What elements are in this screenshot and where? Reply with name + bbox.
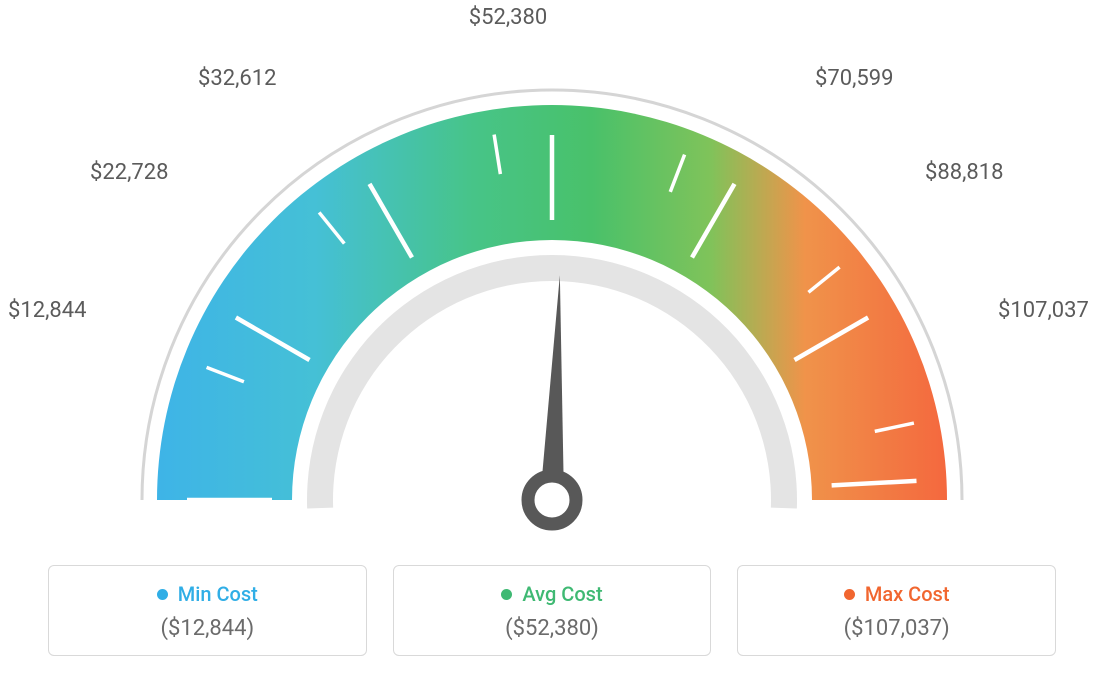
min-dot-icon: [157, 589, 168, 600]
avg-cost-card: Avg Cost ($52,380): [393, 565, 712, 656]
max-cost-label: Max Cost: [865, 582, 950, 606]
cost-gauge-chart: { "gauge": { "type": "gauge", "cx": 470,…: [0, 0, 1104, 690]
max-cost-title: Max Cost: [844, 582, 950, 606]
avg-cost-value: ($52,380): [404, 616, 701, 641]
gauge-scale-label: $22,728: [90, 160, 169, 185]
min-cost-card: Min Cost ($12,844): [48, 565, 367, 656]
max-dot-icon: [844, 589, 855, 600]
max-cost-card: Max Cost ($107,037): [737, 565, 1056, 656]
gauge-scale-label: $107,037: [998, 298, 1089, 323]
gauge-scale-label: $52,380: [469, 5, 548, 30]
gauge-svg: [82, 30, 1022, 550]
avg-cost-title: Avg Cost: [501, 582, 602, 606]
min-cost-title: Min Cost: [157, 582, 258, 606]
min-cost-label: Min Cost: [178, 582, 258, 606]
gauge-scale-label: $32,612: [198, 66, 277, 91]
max-cost-value: ($107,037): [748, 616, 1045, 641]
gauge-scale-label: $88,818: [925, 160, 1004, 185]
gauge-scale-label: $70,599: [815, 66, 894, 91]
min-cost-value: ($12,844): [59, 616, 356, 641]
gauge-scale-label: $12,844: [8, 298, 87, 323]
gauge-area: $12,844 $22,728 $32,612 $52,380 $70,599 $88,8…: [0, 0, 1104, 560]
summary-cards: Min Cost ($12,844) Avg Cost ($52,380) Ma…: [48, 565, 1056, 656]
avg-cost-label: Avg Cost: [522, 582, 602, 606]
avg-dot-icon: [501, 589, 512, 600]
